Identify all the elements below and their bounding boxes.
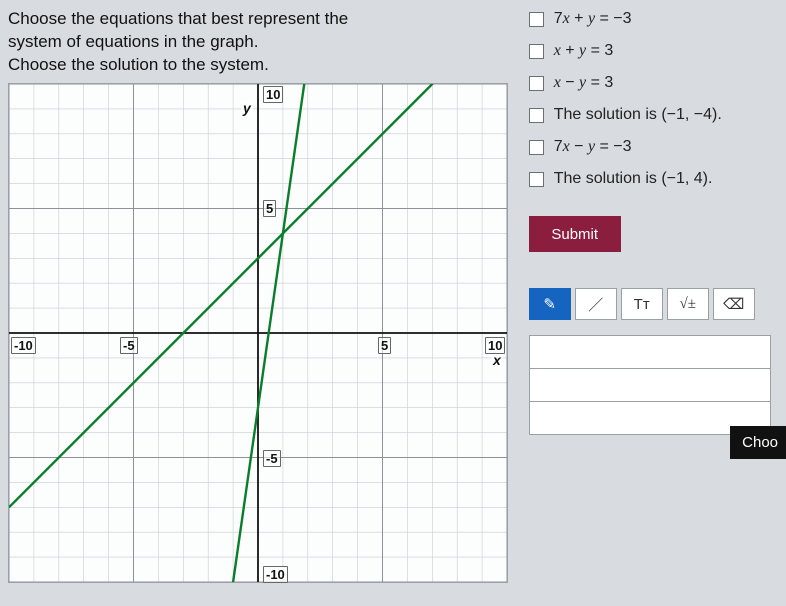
math-tool[interactable]: √± <box>667 288 709 320</box>
math-icon: √± <box>679 296 695 313</box>
input-row-1[interactable] <box>529 335 771 369</box>
question-prompt: Choose the equations that best represent… <box>8 8 513 77</box>
graph-area[interactable]: y x -10 -5 5 10 -10 -5 5 10 <box>8 83 508 583</box>
y-tick: 10 <box>263 86 283 103</box>
pen-icon: ✎ <box>543 295 556 313</box>
prompt-line-2: system of equations in the graph. <box>8 31 513 54</box>
y-tick: 5 <box>263 200 276 217</box>
choice-label: 7x + y = −3 <box>554 10 632 28</box>
choose-hint: Choo <box>730 426 786 459</box>
graph-svg <box>9 84 507 582</box>
x-tick: -5 <box>120 337 138 354</box>
checkbox[interactable] <box>529 140 544 155</box>
toolbar: ✎ ／ Tᴛ √± ⌫ <box>529 288 786 320</box>
answer-panel: 7x + y = −3 x + y = 3 x − y = 3 The solutio… <box>529 8 786 583</box>
x-tick: 5 <box>378 337 391 354</box>
choice-c1[interactable]: 7x + y = −3 <box>529 10 786 28</box>
x-tick: 10 <box>485 337 505 354</box>
prompt-line-1: Choose the equations that best represent… <box>8 8 513 31</box>
choice-label: x + y = 3 <box>554 42 614 60</box>
choice-label: The solution is (−1, −4). <box>554 106 722 124</box>
eraser-tool[interactable]: ⌫ <box>713 288 755 320</box>
choice-c5[interactable]: 7x − y = −3 <box>529 138 786 156</box>
choice-label: 7x − y = −3 <box>554 138 632 156</box>
eraser-icon: ⌫ <box>723 295 744 313</box>
prompt-line-3: Choose the solution to the system. <box>8 54 513 77</box>
line-tool[interactable]: ／ <box>575 288 617 320</box>
x-axis-label: x <box>491 352 503 368</box>
checkbox[interactable] <box>529 108 544 123</box>
text-tool[interactable]: Tᴛ <box>621 288 663 320</box>
line-icon: ／ <box>588 294 603 315</box>
choice-label: x − y = 3 <box>554 74 614 92</box>
y-tick: -5 <box>263 450 281 467</box>
pen-tool[interactable]: ✎ <box>529 288 571 320</box>
answer-input-area <box>529 336 786 435</box>
choice-label: The solution is (−1, 4). <box>554 170 713 188</box>
checkbox[interactable] <box>529 12 544 27</box>
submit-button[interactable]: Submit <box>529 216 621 252</box>
checkbox[interactable] <box>529 172 544 187</box>
text-icon: Tᴛ <box>634 296 650 313</box>
choice-c4[interactable]: The solution is (−1, −4). <box>529 106 786 124</box>
checkbox[interactable] <box>529 44 544 59</box>
y-tick: -10 <box>263 566 288 583</box>
checkbox[interactable] <box>529 76 544 91</box>
choice-c6[interactable]: The solution is (−1, 4). <box>529 170 786 188</box>
choice-c2[interactable]: x + y = 3 <box>529 42 786 60</box>
y-axis-label: y <box>241 100 253 116</box>
choice-c3[interactable]: x − y = 3 <box>529 74 786 92</box>
input-row-2[interactable] <box>529 368 771 402</box>
x-tick: -10 <box>11 337 36 354</box>
